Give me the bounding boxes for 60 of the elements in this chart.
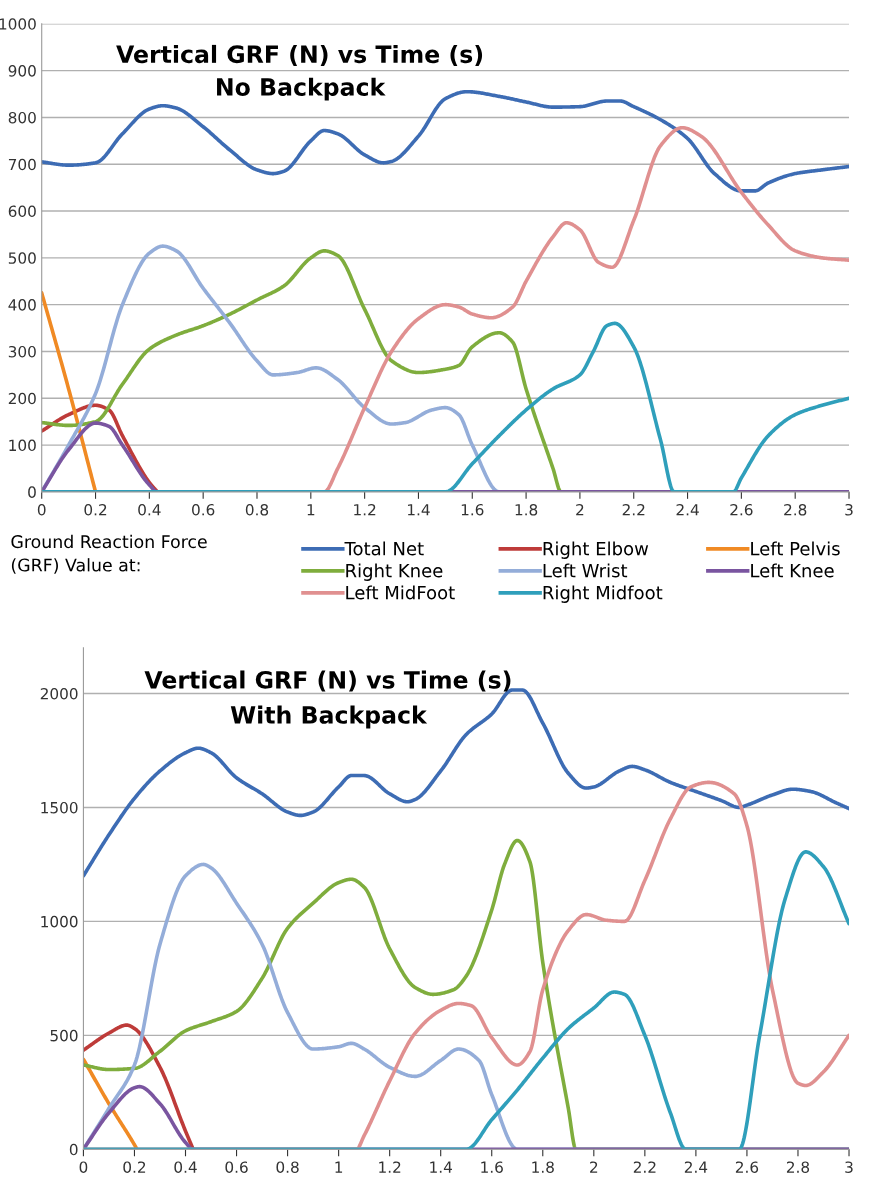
- y-tick-label: 800: [8, 111, 36, 124]
- y-tick-label: 900: [8, 65, 36, 77]
- x-tick-label: 0.2: [84, 503, 107, 516]
- y-tick-label: 100: [9, 439, 36, 452]
- text: No Backpack: [217, 77, 386, 101]
- x-tick-label: 2.8: [784, 503, 807, 516]
- x-tick-label: 1.6: [461, 503, 484, 516]
- x-tick-label: 2.2: [622, 503, 645, 516]
- text: With Backpack: [230, 705, 428, 729]
- x-tick-label: 2.4: [684, 1161, 708, 1173]
- y-tick-label: 500: [8, 252, 36, 264]
- x-tick-label: 2.8: [786, 1161, 810, 1173]
- x-tick-label: 0.8: [276, 1161, 299, 1173]
- legend-label: Left Knee: [751, 563, 834, 578]
- legend-label: Left MidFoot: [346, 585, 455, 600]
- x-tick-label: 0.2: [123, 1161, 146, 1173]
- x-tick-label: 3: [845, 1161, 853, 1173]
- x-tick-label: 1.8: [532, 1161, 554, 1173]
- y-tick-label: 1000: [41, 915, 78, 928]
- y-tick-label: 300: [8, 345, 36, 358]
- x-tick-label: 2.2: [633, 1161, 656, 1173]
- legend-label: Right Elbow: [543, 541, 649, 559]
- x-tick-label: 0.6: [192, 503, 215, 516]
- x-tick-label: 0.8: [245, 503, 269, 516]
- text: Vertical GRF (N) vs Time (s): [116, 44, 483, 66]
- x-tick-label: 1: [335, 1161, 343, 1173]
- x-tick-label: 0.4: [138, 503, 161, 516]
- legend-label: Left Pelvis: [751, 541, 840, 556]
- x-tick-label: 1.2: [379, 1161, 401, 1173]
- y-tick-label: 600: [8, 205, 36, 218]
- y-tick-label: 500: [50, 1029, 78, 1042]
- x-tick-label: 2: [576, 503, 584, 516]
- x-tick-label: 0.4: [174, 1161, 197, 1173]
- legend-label: Right Midfoot: [543, 585, 663, 603]
- x-tick-label: 2: [590, 1161, 598, 1173]
- x-tick-label: 1.4: [407, 504, 430, 516]
- x-tick-label: 1.8: [515, 503, 538, 516]
- x-tick-label: 1.6: [481, 1161, 503, 1173]
- legend-label: Left Wrist: [543, 563, 628, 578]
- x-tick-label: 1.4: [430, 1161, 452, 1173]
- y-tick-label: 2000: [40, 687, 78, 700]
- x-tick-label: 1: [307, 504, 315, 516]
- x-tick-label: 1.2: [354, 503, 376, 516]
- y-tick-label: 0: [69, 1143, 78, 1156]
- y-tick-label: 400: [8, 299, 36, 311]
- x-tick-label: 2.6: [735, 1161, 759, 1173]
- x-tick-label: 0: [79, 1161, 88, 1173]
- text: Vertical GRF (N) vs Time (s): [144, 670, 511, 692]
- y-tick-label: 700: [8, 158, 36, 171]
- y-tick-label: 200: [8, 392, 36, 405]
- y-tick-label: 0: [28, 486, 36, 498]
- x-tick-label: 0.6: [225, 1161, 248, 1173]
- y-tick-label: 1000: [0, 18, 36, 30]
- legend-title: Ground Reaction Force (GRF) Value at:: [11, 534, 207, 574]
- x-tick-label: 3: [845, 503, 853, 516]
- y-tick-label: 1500: [41, 801, 78, 814]
- x-tick-label: 2.6: [730, 503, 753, 516]
- legend-label: Total Net: [344, 541, 424, 556]
- legend-label: Right Knee: [346, 563, 443, 581]
- x-tick-label: 2.4: [676, 503, 699, 516]
